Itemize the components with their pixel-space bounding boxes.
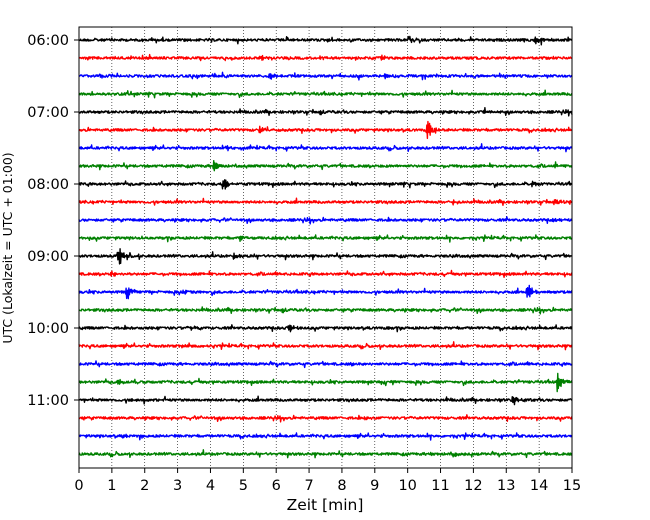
y-tick-label: 07:00 (27, 105, 69, 121)
seismic-trace-1000 (78, 324, 573, 333)
y-tick-label: 08:00 (27, 177, 69, 193)
seismic-trace-1045 (78, 372, 573, 393)
x-tick-label: 14 (530, 478, 548, 494)
seismogram-traces (78, 35, 573, 459)
seismic-trace-0915 (78, 269, 573, 278)
y-axis-ticks: 06:00 07:00 08:00 09:00 10:00 11:00 (27, 33, 79, 409)
plot-frame (78, 26, 573, 469)
x-tick-label: 9 (370, 478, 379, 494)
seismic-trace-1145 (78, 449, 573, 459)
x-tick-label: 10 (398, 478, 416, 494)
x-tick-label: 4 (206, 478, 215, 494)
seismic-trace-0945 (78, 306, 573, 315)
seismic-trace-0715 (78, 120, 573, 140)
seismic-trace-0830 (78, 216, 573, 225)
x-tick-label: 7 (304, 478, 313, 494)
x-tick-label: 13 (497, 478, 515, 494)
x-tick-label: 5 (239, 478, 248, 494)
seismic-trace-0630 (78, 71, 573, 81)
seismic-trace-0700 (78, 106, 573, 117)
seismic-trace-1015 (78, 341, 573, 351)
x-tick-label: 2 (140, 478, 149, 494)
x-tick-label: 3 (173, 478, 182, 494)
seismic-trace-0730 (78, 143, 573, 153)
seismic-trace-0615 (78, 53, 573, 62)
seismic-trace-0930 (78, 284, 573, 300)
x-axis-ticks: 0 1 2 3 4 5 6 7 8 9 10 11 12 13 14 15 (74, 468, 581, 494)
seismic-trace-1130 (78, 432, 573, 441)
seismic-trace-0745 (78, 160, 573, 172)
seismic-trace-1100 (78, 395, 573, 406)
x-tick-label: 1 (107, 478, 116, 494)
y-tick-label: 10:00 (27, 321, 69, 337)
y-tick-label: 11:00 (27, 393, 69, 409)
y-tick-label: 06:00 (27, 33, 69, 49)
x-tick-label: 6 (272, 478, 281, 494)
seismic-trace-1030 (78, 360, 573, 369)
x-tick-label: 0 (74, 478, 83, 494)
seismic-trace-0815 (78, 197, 573, 207)
x-tick-label: 11 (431, 478, 449, 494)
x-tick-label: 15 (563, 478, 581, 494)
seismic-trace-0845 (78, 234, 573, 243)
seismic-trace-0645 (78, 89, 573, 99)
x-tick-label: 12 (464, 478, 482, 494)
seismic-trace-1115 (78, 414, 573, 423)
x-tick-label: 8 (337, 478, 346, 494)
y-axis-label: UTC (Lokalzeit = UTC + 01:00) (0, 152, 15, 343)
seismic-trace-0600 (78, 35, 573, 46)
y-tick-label: 09:00 (27, 249, 69, 265)
seismic-trace-0900 (78, 248, 573, 265)
seismic-trace-0800 (78, 179, 573, 190)
x-axis-label: Zeit [min] (287, 496, 364, 514)
